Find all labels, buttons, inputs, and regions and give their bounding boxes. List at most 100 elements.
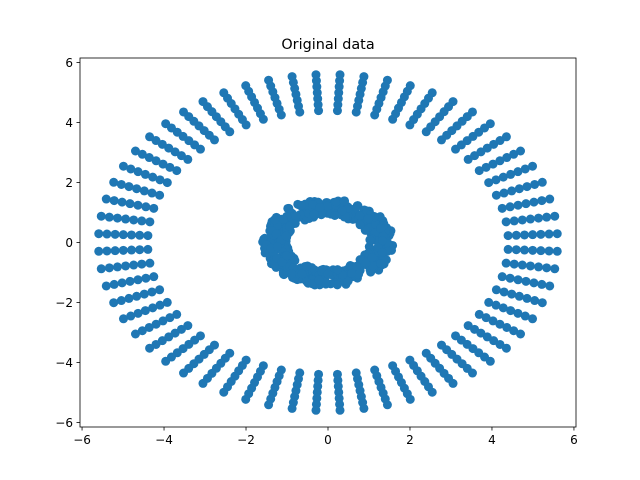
- outer-ring-point: [530, 180, 539, 189]
- outer-ring-point: [119, 314, 128, 323]
- outer-ring-point: [126, 277, 135, 286]
- outer-ring-point: [526, 261, 535, 270]
- inner-ring-point: [315, 203, 324, 212]
- outer-ring-point: [140, 290, 149, 299]
- outer-ring-point: [528, 314, 537, 323]
- outer-ring-point: [133, 275, 142, 284]
- inner-ring-point: [273, 242, 282, 251]
- outer-ring-point: [545, 246, 554, 255]
- inner-ring-point: [376, 259, 385, 268]
- inner-ring-point: [356, 220, 365, 229]
- outer-ring-point: [121, 215, 130, 224]
- inner-ring-point: [368, 253, 377, 262]
- outer-ring-point: [102, 230, 111, 239]
- outer-ring-point: [311, 70, 320, 79]
- outer-ring-point: [118, 198, 127, 207]
- outer-ring-point: [102, 281, 111, 290]
- outer-ring-point: [117, 296, 126, 305]
- inner-ring-point: [330, 211, 339, 220]
- y-tick-label: −6: [55, 416, 73, 430]
- outer-ring-point: [537, 196, 546, 205]
- inner-ring-point: [279, 215, 288, 224]
- outer-ring-point: [542, 213, 551, 222]
- outer-ring-point: [521, 277, 530, 286]
- inner-ring-point: [338, 206, 347, 215]
- outer-ring-point: [514, 201, 523, 210]
- outer-ring-point: [553, 247, 562, 256]
- inner-ring-point: [333, 265, 342, 274]
- inner-ring-point: [287, 269, 296, 278]
- outer-ring-point: [534, 214, 543, 223]
- outer-ring-point: [132, 292, 141, 301]
- outer-ring-point: [105, 213, 114, 222]
- outer-ring-point: [516, 330, 525, 339]
- x-tick-label: 6: [570, 433, 578, 447]
- outer-ring-point: [523, 294, 532, 303]
- outer-ring-point: [198, 97, 207, 106]
- outer-ring-point: [141, 274, 150, 283]
- outer-ring-point: [514, 275, 523, 284]
- outer-ring-point: [111, 230, 120, 239]
- outer-ring-point: [119, 230, 128, 239]
- outer-ring-point: [537, 280, 546, 289]
- outer-ring-point: [149, 204, 158, 213]
- outer-ring-point: [500, 287, 509, 296]
- inner-ring-point: [347, 269, 356, 278]
- outer-ring-point: [498, 272, 507, 281]
- outer-ring-point: [198, 379, 207, 388]
- outer-ring-point: [428, 88, 437, 97]
- outer-ring-point: [118, 278, 127, 287]
- outer-ring-point: [512, 231, 521, 240]
- inner-ring-point: [365, 235, 374, 244]
- outer-ring-point: [137, 216, 146, 225]
- inner-ring-point: [297, 269, 306, 278]
- outer-ring-point: [113, 262, 122, 271]
- outer-ring-point: [102, 195, 111, 204]
- outer-ring-point: [502, 344, 511, 353]
- outer-ring-point: [125, 182, 134, 191]
- outer-ring-point: [492, 191, 501, 200]
- outer-ring-point: [161, 357, 170, 366]
- x-tick-label: −6: [73, 433, 91, 447]
- outer-ring-point: [550, 264, 559, 273]
- x-tick-label: −4: [155, 433, 173, 447]
- outer-ring-point: [510, 260, 519, 269]
- outer-ring-point: [518, 261, 527, 270]
- chart-title: Original data: [281, 37, 374, 53]
- outer-ring-point: [111, 246, 120, 255]
- outer-ring-point: [528, 162, 537, 171]
- outer-ring-point: [538, 298, 547, 307]
- outer-ring-point: [145, 259, 154, 268]
- outer-ring-point: [132, 184, 141, 193]
- y-tick-label: 4: [65, 116, 73, 130]
- outer-ring-point: [516, 147, 525, 156]
- outer-ring-point: [521, 199, 530, 208]
- outer-ring-point: [507, 186, 516, 195]
- outer-ring-point: [406, 395, 415, 404]
- outer-ring-point: [468, 369, 477, 378]
- outer-ring-point: [500, 189, 509, 198]
- outer-ring-point: [131, 147, 140, 156]
- outer-ring-point: [219, 88, 228, 97]
- inner-ring-point: [355, 211, 364, 220]
- outer-ring-point: [311, 406, 320, 415]
- outer-ring-point: [140, 186, 149, 195]
- outer-ring-point: [542, 263, 551, 272]
- outer-ring-point: [468, 107, 477, 116]
- outer-ring-point: [383, 76, 392, 85]
- outer-ring-point: [105, 263, 114, 272]
- outer-ring-point: [486, 119, 495, 128]
- outer-ring-point: [550, 212, 559, 221]
- y-tick-label: −2: [55, 296, 73, 310]
- outer-ring-point: [515, 184, 524, 193]
- outer-ring-point: [502, 217, 511, 226]
- outer-ring-point: [110, 196, 119, 205]
- outer-ring-point: [518, 215, 527, 224]
- outer-ring-point: [264, 76, 273, 85]
- inner-ring-point: [332, 197, 341, 206]
- outer-ring-point: [504, 231, 513, 240]
- outer-ring-point: [94, 229, 103, 238]
- outer-ring-point: [161, 119, 170, 128]
- outer-ring-point: [145, 217, 154, 226]
